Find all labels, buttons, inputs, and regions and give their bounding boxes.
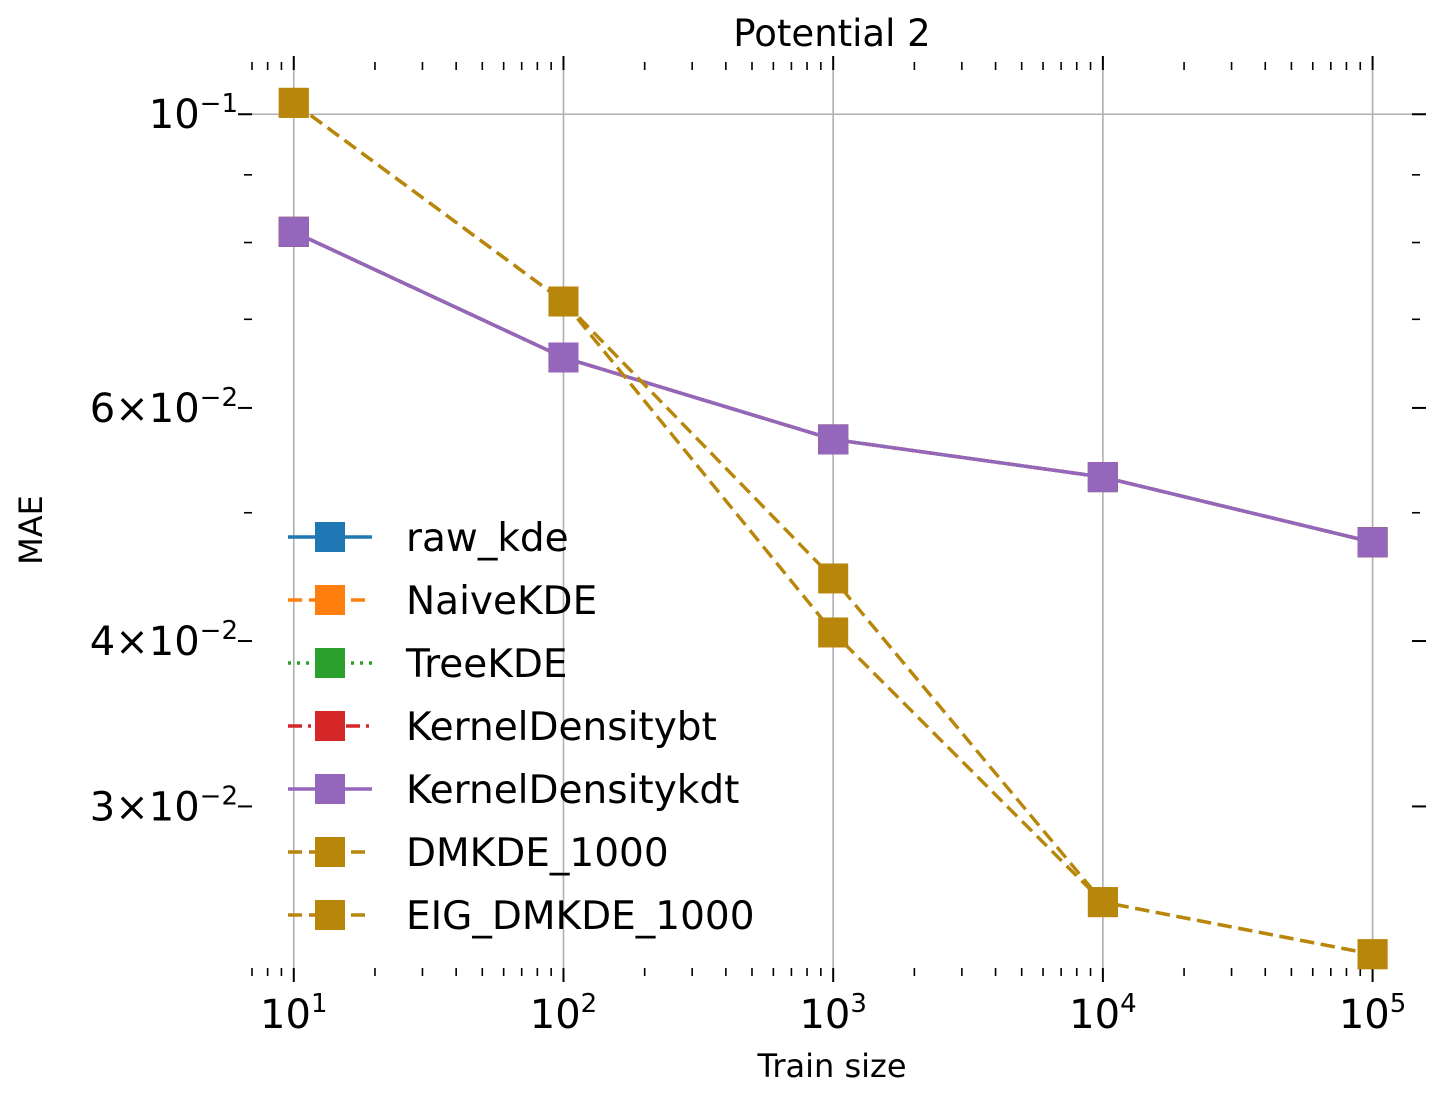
series-marker — [1357, 527, 1388, 558]
legend-item: raw_kde — [288, 516, 569, 561]
y-axis-title: MAE — [12, 495, 50, 565]
legend-label: EIG_DMKDE_1000 — [406, 894, 755, 939]
x-tick-label: 105 — [1339, 989, 1406, 1038]
legend-marker — [315, 522, 345, 552]
series-marker — [818, 424, 849, 455]
legend-label: KernelDensitybt — [406, 705, 717, 750]
series-KernelDensitykdt — [278, 216, 1388, 558]
series-marker — [548, 286, 579, 317]
legend-marker — [315, 648, 345, 678]
series-EIG_DMKDE_1000 — [278, 87, 1388, 970]
y-tick-label: 6×10−2 — [90, 383, 238, 432]
y-tick-label: 10−1 — [149, 89, 238, 138]
legend-marker — [315, 585, 345, 615]
legend-item: EIG_DMKDE_1000 — [288, 894, 755, 939]
minor-ticks — [244, 62, 1420, 976]
chart-title: Potential 2 — [733, 12, 930, 55]
series-marker — [1087, 887, 1118, 918]
x-tick-label: 102 — [530, 989, 597, 1038]
legend-label: DMKDE_1000 — [406, 831, 669, 876]
x-tick-label: 101 — [260, 989, 327, 1038]
legend-marker — [315, 774, 345, 804]
x-tick-label: 103 — [799, 989, 866, 1038]
series-marker — [278, 216, 309, 247]
x-tick-label: 104 — [1069, 989, 1136, 1038]
legend-item: TreeKDE — [288, 642, 568, 687]
series-marker — [818, 617, 849, 648]
y-tick-label: 4×10−2 — [90, 616, 238, 665]
x-axis-title: Train size — [757, 1047, 907, 1085]
series-marker — [1087, 462, 1118, 493]
y-tick-label: 3×10−2 — [90, 781, 238, 830]
legend-item: KernelDensitybt — [288, 705, 717, 750]
y-axis-ticks: 10−1 6×10−2 4×10−2 3×10−2 — [90, 89, 1426, 830]
legend-marker — [315, 837, 345, 867]
legend-marker — [315, 711, 345, 741]
series-marker — [818, 563, 849, 594]
legend-item: DMKDE_1000 — [288, 831, 669, 876]
legend-label: TreeKDE — [405, 642, 568, 687]
legend-item: KernelDensitykdt — [288, 768, 739, 813]
legend-label: NaiveKDE — [406, 579, 597, 624]
legend: raw_kde NaiveKDE TreeKDE KernelDensitybt Ker… — [288, 516, 755, 939]
legend-label: KernelDensitykdt — [406, 768, 739, 813]
series-marker — [1357, 939, 1388, 970]
legend-marker — [315, 900, 345, 930]
series-group — [278, 87, 1388, 970]
series-marker — [278, 87, 309, 118]
legend-item: NaiveKDE — [288, 579, 597, 624]
legend-label: raw_kde — [406, 516, 569, 561]
series-marker — [548, 342, 579, 373]
